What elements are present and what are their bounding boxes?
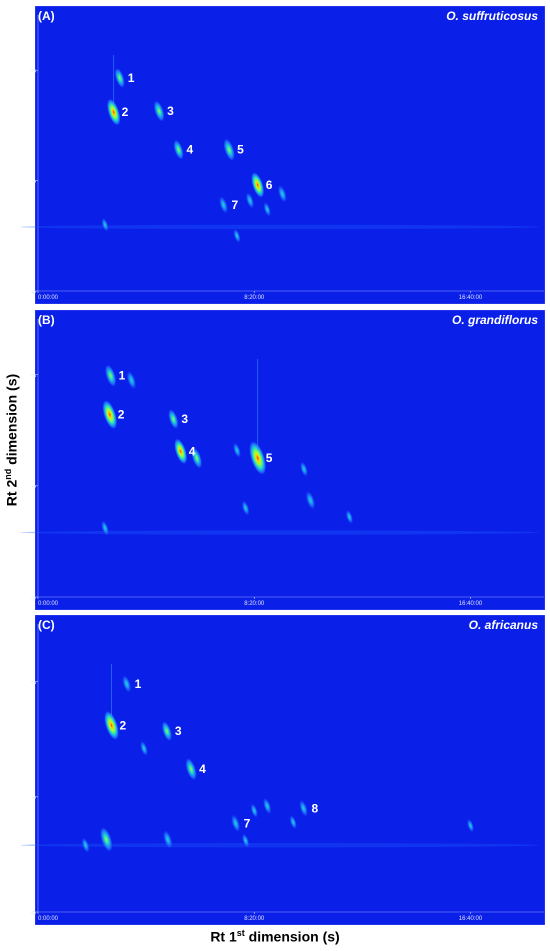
minor-spot (140, 740, 148, 756)
peak-spot (102, 400, 118, 430)
x-tick-label: 8:20:00 (244, 916, 265, 922)
minor-spot (101, 520, 109, 536)
y-tick-label: 1 (32, 795, 38, 799)
minor-spot (250, 803, 258, 818)
peak-spot (299, 800, 308, 817)
panel-background (34, 5, 546, 305)
panel-frame (33, 4, 547, 306)
panel-frame (33, 613, 547, 927)
heatmap-panel: 0:00:00 8:20:00 16:40:00 0 1 2 1 2 3 4 5 6 7 (A) O. su… (20, 4, 547, 306)
peak-spot (161, 721, 172, 741)
panel-background (34, 614, 546, 926)
minor-spot (305, 491, 316, 510)
x-tick-label: 8:20:00 (244, 601, 265, 607)
peak-label: 3 (167, 104, 174, 118)
peak-label: 5 (237, 143, 244, 157)
minor-spot (242, 833, 250, 848)
panel-title: O. grandiflorus (452, 313, 538, 327)
heatmap-panel: 0:00:00 8:20:00 16:40:00 0 1 2 1 2 3 4 7 8 (C) O. afr… (20, 613, 547, 927)
minor-spot (233, 228, 241, 243)
x-tick-label: 0:00:00 (38, 601, 59, 607)
peak-spot (122, 675, 132, 693)
peak-spot (173, 139, 184, 160)
peak-spot (114, 68, 125, 88)
minor-spot (233, 442, 241, 458)
peak-label: 2 (118, 408, 125, 422)
y-tick-label: 2 (32, 69, 38, 73)
y-tick-label: 1 (32, 179, 38, 183)
minor-spot (467, 818, 474, 833)
panel-title: O. suffruticosus (446, 9, 538, 23)
x-tick-label: 16:40:00 (459, 916, 483, 922)
x-tick-label: 0:00:00 (38, 916, 59, 922)
peak-spot (223, 138, 235, 161)
peak-spot (106, 98, 121, 126)
y-tick-label: 2 (32, 373, 38, 377)
y-axis-label: Rt 2nd dimension (s) (3, 373, 20, 507)
minor-spot (101, 218, 109, 232)
peak-label: 8 (312, 801, 319, 815)
minor-spot (277, 185, 287, 203)
peak-label: 7 (232, 198, 239, 212)
minor-spot (345, 510, 353, 524)
peak-label: 5 (266, 451, 273, 465)
minor-spot (300, 461, 308, 477)
minor-spot (263, 797, 272, 815)
peak-label: 1 (119, 369, 126, 383)
peak-label: 3 (181, 412, 188, 426)
x-tick-label: 0:00:00 (38, 295, 59, 301)
peak-spot (174, 438, 188, 464)
x-tick-label: 16:40:00 (459, 601, 483, 607)
peak-spot (153, 100, 165, 122)
panel-label: (B) (38, 313, 55, 327)
peak-label: 4 (189, 444, 196, 458)
panel-title: O. africanus (469, 618, 539, 632)
minor-spot (241, 500, 250, 516)
peak-spot (219, 196, 228, 214)
panel-label: (A) (38, 9, 55, 23)
panel-label: (C) (38, 618, 55, 632)
y-tick-label: 0 (32, 910, 38, 914)
baseline-streak (20, 224, 541, 230)
peak-spot (249, 441, 267, 475)
x-tick-label: 16:40:00 (459, 295, 483, 301)
peak-spot (185, 758, 197, 781)
y-tick-label: 2 (32, 680, 38, 684)
minor-spot (245, 192, 255, 209)
minor-spot (289, 815, 297, 830)
minor-spot (126, 370, 137, 390)
peak-label: 1 (128, 71, 135, 85)
peak-label: 4 (187, 143, 194, 157)
y-tick-label: 0 (32, 289, 38, 293)
minor-spot (191, 447, 202, 469)
minor-spot (81, 837, 90, 853)
baseline-streak (20, 842, 541, 848)
peak-label: 6 (266, 178, 273, 192)
peak-label: 7 (244, 816, 251, 830)
minor-spot (100, 827, 113, 852)
panel-frame (33, 308, 547, 612)
peak-spot (104, 710, 119, 740)
peak-label: 2 (122, 105, 129, 119)
peak-label: 3 (175, 724, 182, 738)
x-tick-label: 8:20:00 (244, 295, 265, 301)
peak-label: 4 (199, 762, 206, 776)
baseline-streak (20, 530, 541, 535)
peak-spot (251, 172, 265, 198)
heatmap-panel: 0:00:00 8:20:00 16:40:00 0 1 2 1 2 3 4 5 (B) O. gran… (20, 308, 547, 612)
peak-spot (105, 364, 117, 387)
minor-spot (263, 202, 271, 217)
y-tick-label: 1 (32, 484, 38, 488)
y-tick-label: 0 (32, 595, 38, 599)
peak-spot (231, 814, 241, 832)
x-axis-label: Rt 1st dimension (s) (210, 928, 340, 945)
peak-label: 2 (120, 718, 127, 732)
peak-label: 1 (135, 677, 142, 691)
panel-background (34, 309, 546, 611)
peak-spot (168, 409, 179, 429)
minor-spot (163, 830, 173, 849)
